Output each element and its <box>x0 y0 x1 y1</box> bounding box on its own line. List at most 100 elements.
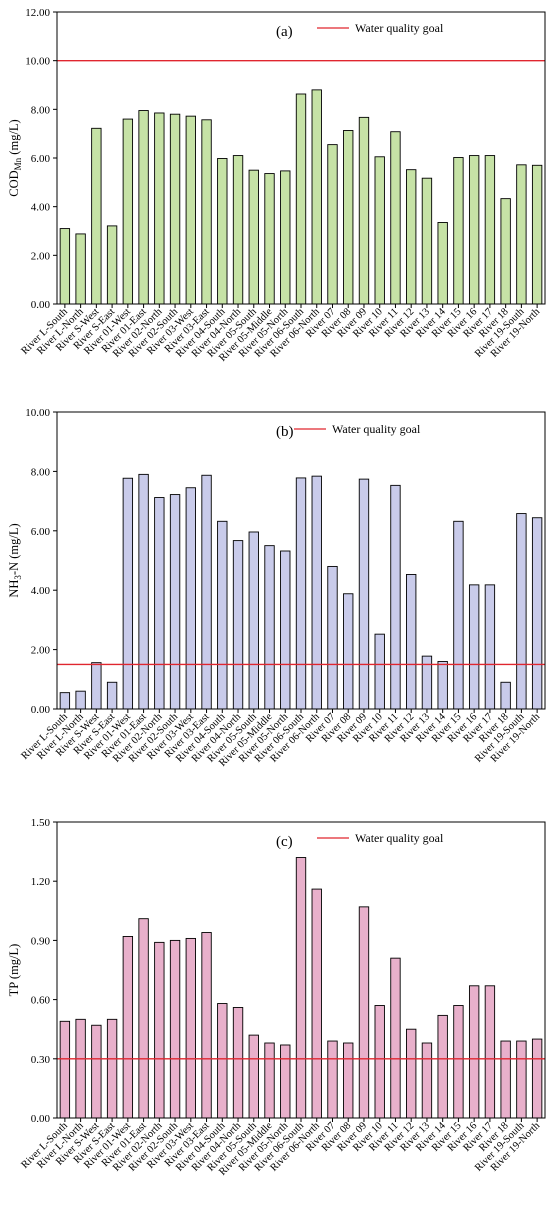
bar <box>169 494 181 710</box>
bar <box>468 985 480 1119</box>
y-axis-title-main: COD <box>7 170 21 196</box>
bar <box>295 857 307 1119</box>
bar <box>201 932 212 1119</box>
bar <box>169 113 181 305</box>
bar <box>75 1018 86 1119</box>
y-axis-title: TP (mg/L) <box>7 944 21 997</box>
bar <box>75 690 86 710</box>
bar <box>59 692 71 710</box>
bar <box>390 957 401 1119</box>
bar <box>484 155 496 305</box>
legend-label: Water quality goal <box>355 831 444 845</box>
y-tick-label: 2.00 <box>31 250 51 262</box>
bar <box>59 1020 71 1119</box>
bar <box>138 918 149 1119</box>
bar <box>468 155 480 305</box>
bar <box>75 233 86 305</box>
bar <box>453 520 464 710</box>
bar <box>358 478 370 710</box>
bar <box>437 661 448 710</box>
bar <box>185 937 196 1119</box>
bar <box>122 936 134 1119</box>
bar <box>311 888 322 1119</box>
bar <box>374 156 385 305</box>
bar <box>201 474 212 710</box>
y-tick-label: 1.50 <box>31 817 51 829</box>
y-tick-label: 0.00 <box>31 704 51 716</box>
bar <box>437 1014 448 1119</box>
bar <box>374 633 385 710</box>
bar <box>406 574 417 710</box>
bar <box>106 225 118 305</box>
bar <box>232 155 244 305</box>
panel-label: (b) <box>276 424 294 440</box>
bar <box>343 130 354 305</box>
y-tick-label: 0.90 <box>31 935 51 947</box>
bar <box>248 169 259 305</box>
bar <box>500 681 511 710</box>
bar <box>185 487 196 710</box>
y-tick-label: 8.00 <box>31 466 51 478</box>
y-tick-label: 8.00 <box>31 104 51 116</box>
y-tick-label: 4.00 <box>31 202 51 214</box>
legend-label: Water quality goal <box>355 21 444 35</box>
panel-label: (a) <box>276 24 293 40</box>
bar <box>516 164 527 305</box>
bar <box>500 1040 511 1119</box>
bar <box>264 173 275 305</box>
y-axis-title: CODMn (mg/L) <box>7 119 23 196</box>
bar <box>484 584 496 710</box>
bar <box>185 115 196 305</box>
bar <box>327 1040 338 1119</box>
bar <box>516 513 527 710</box>
bar <box>248 531 259 710</box>
y-axis-title-main: TP (mg/L) <box>7 944 21 997</box>
bar <box>453 157 464 305</box>
bar <box>169 939 181 1119</box>
bar <box>217 520 228 710</box>
bar <box>295 93 307 305</box>
bar <box>91 662 102 710</box>
bar <box>516 1040 527 1119</box>
bar <box>59 228 71 305</box>
y-axis-title: NH3-N (mg/L) <box>7 523 23 597</box>
bar <box>154 112 165 305</box>
y-tick-label: 6.00 <box>31 526 51 538</box>
bar <box>201 119 212 305</box>
bar <box>484 985 496 1119</box>
bar <box>217 1003 228 1119</box>
bar <box>421 1042 433 1119</box>
bar <box>500 198 511 305</box>
bar <box>390 484 401 710</box>
bar <box>138 473 149 710</box>
y-tick-label: 10.00 <box>25 407 50 419</box>
y-tick-label: 0.60 <box>31 995 51 1007</box>
bar <box>358 116 370 305</box>
bar <box>264 1042 275 1119</box>
bar <box>406 169 417 305</box>
y-axis-title-unit: -N (mg/L) <box>7 523 21 575</box>
bar <box>280 1044 291 1119</box>
y-axis-title-main: NH <box>7 580 21 598</box>
bar <box>343 593 354 710</box>
bar <box>468 584 480 710</box>
y-tick-label: 4.00 <box>31 585 51 597</box>
bar <box>421 177 433 305</box>
y-tick-label: 1.20 <box>31 876 51 888</box>
bar <box>264 545 275 710</box>
bar <box>122 118 134 305</box>
bar <box>154 497 165 710</box>
bar <box>453 1005 464 1119</box>
bar <box>343 1042 354 1119</box>
bar <box>358 906 370 1119</box>
y-tick-label: 0.00 <box>31 299 51 311</box>
bar <box>122 477 134 710</box>
bar <box>390 131 401 305</box>
bar <box>106 681 118 710</box>
bar <box>531 517 543 710</box>
bar <box>232 540 244 710</box>
